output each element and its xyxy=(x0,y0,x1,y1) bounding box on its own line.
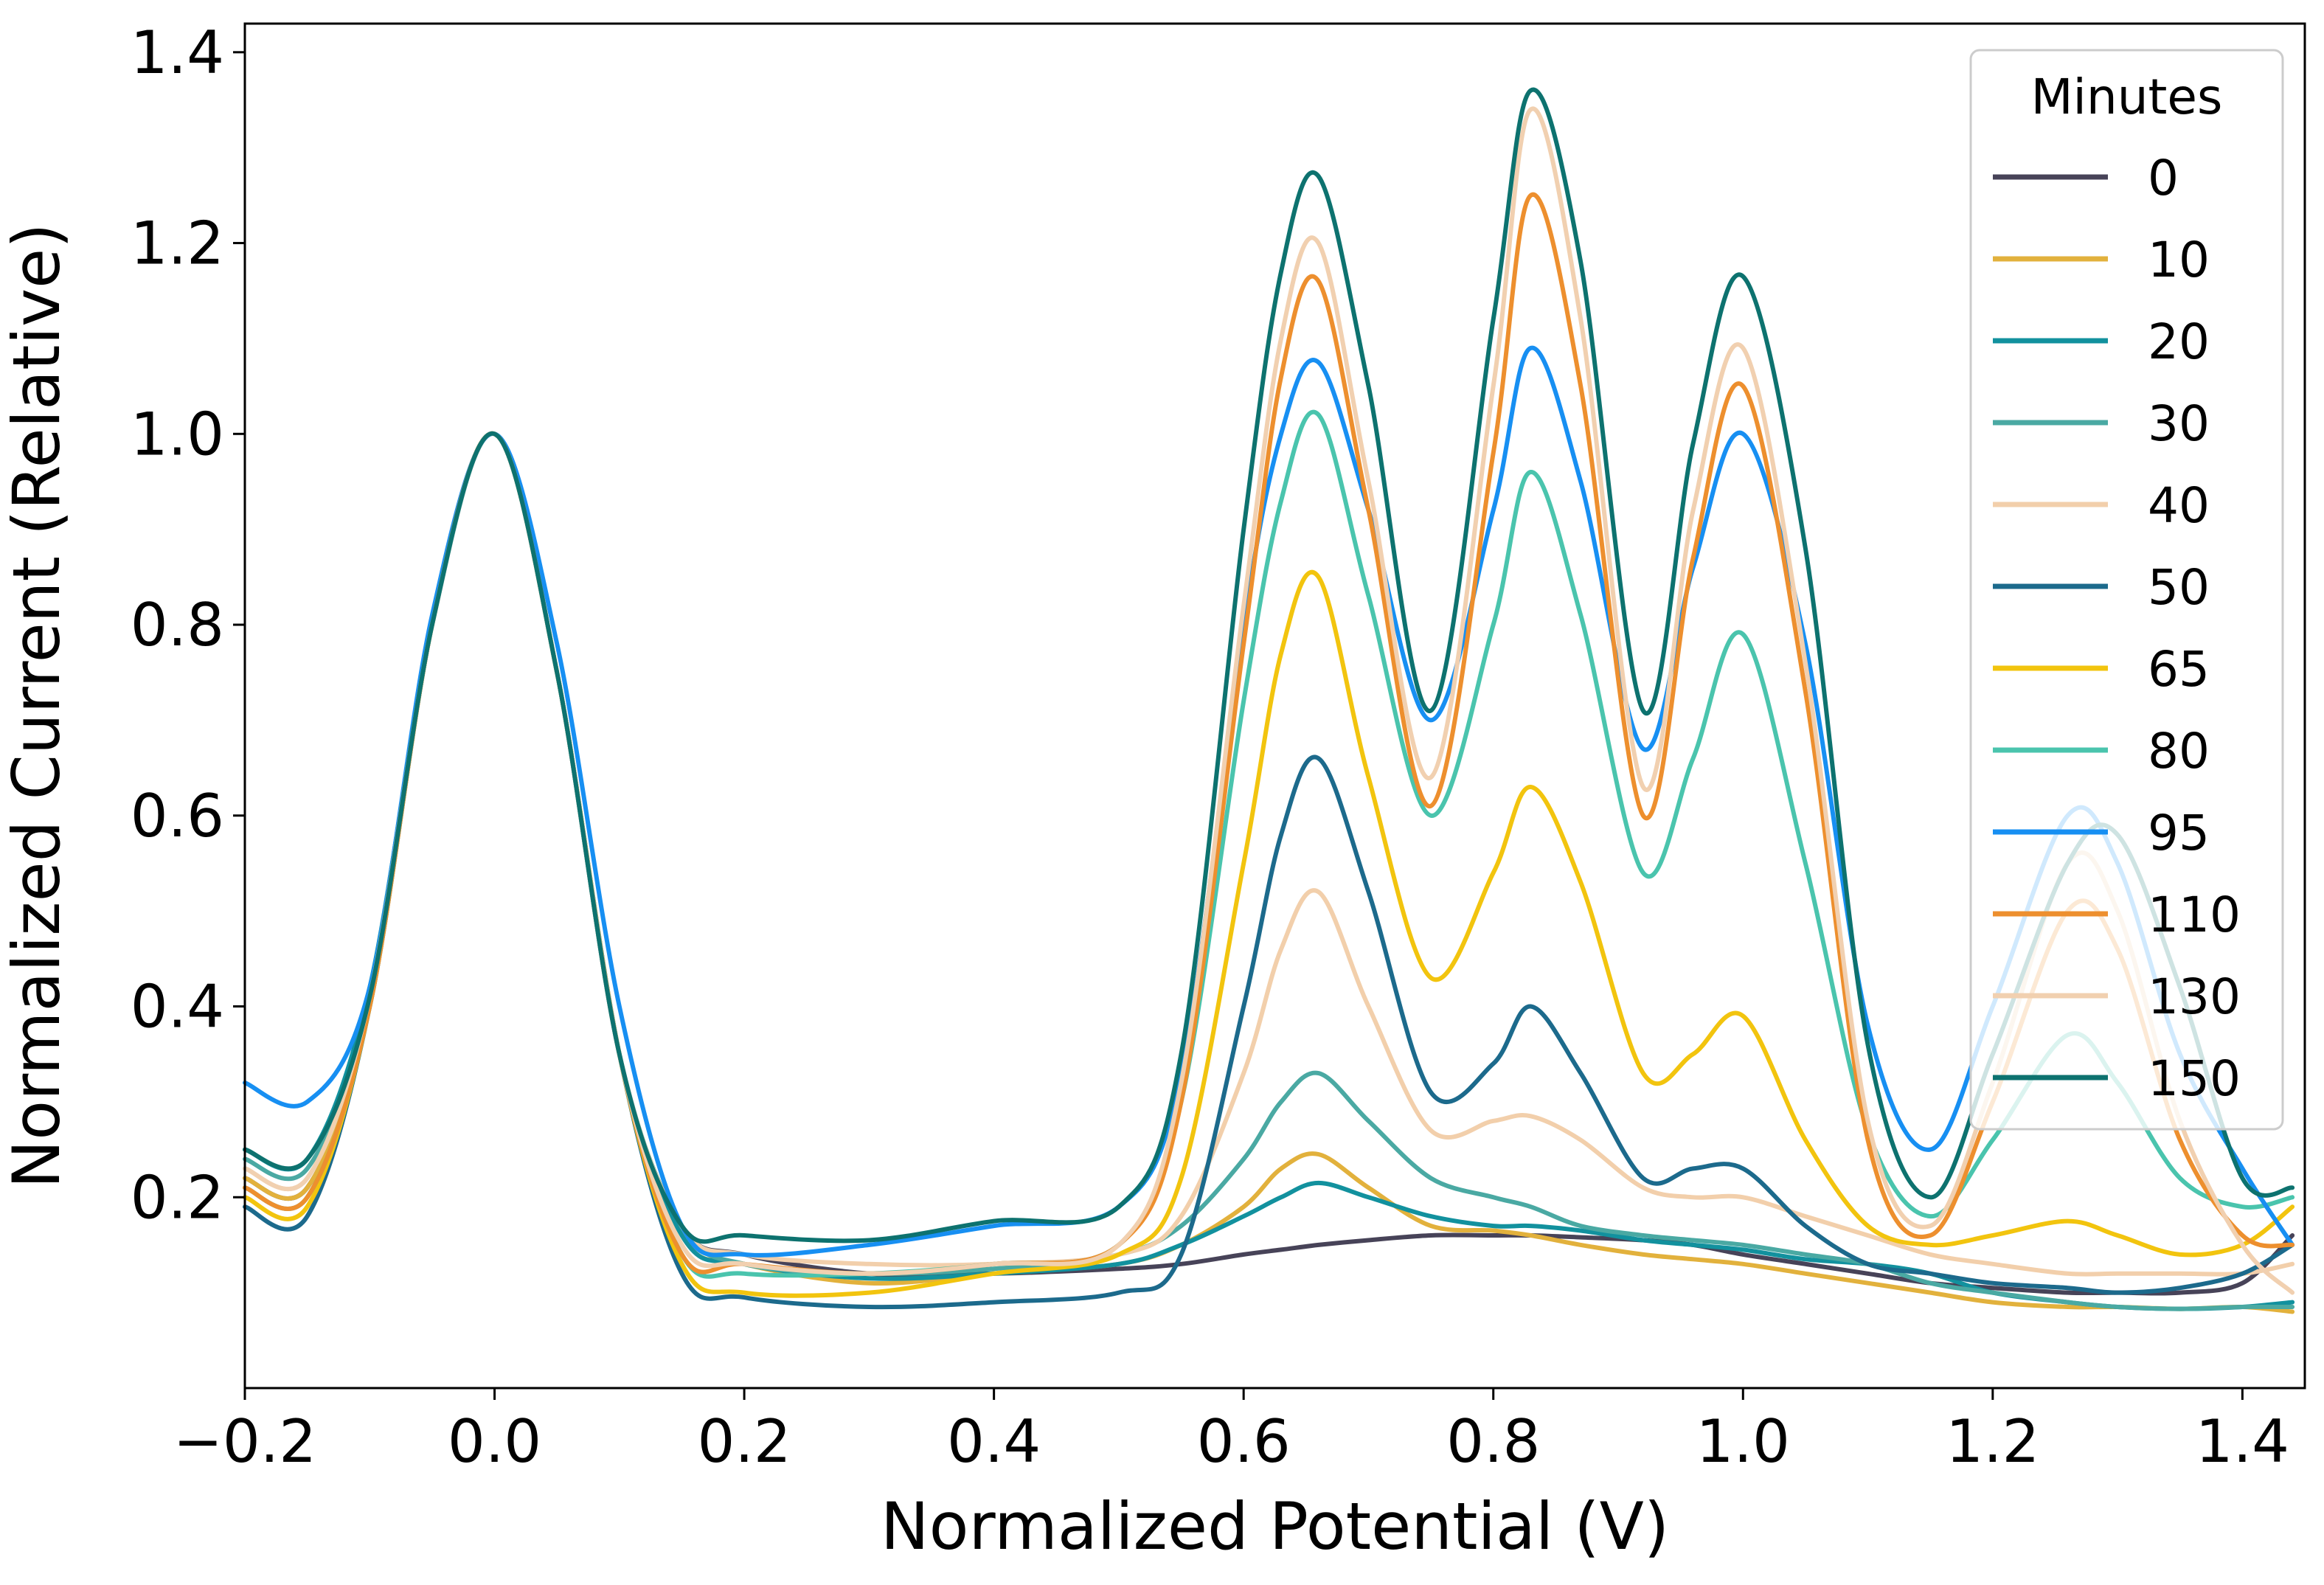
x-tick-label: 1.4 xyxy=(2196,1407,2289,1476)
legend-label: 30 xyxy=(2148,395,2210,452)
legend-item-20: 20 xyxy=(1993,313,2210,370)
legend-item-110: 110 xyxy=(1993,887,2241,943)
x-axis-label: Normalized Potential (V) xyxy=(881,1488,1669,1564)
y-tick-label: 0.6 xyxy=(131,782,224,850)
y-tick-label: 1.2 xyxy=(131,209,224,278)
legend-label: 40 xyxy=(2148,477,2210,534)
x-tick-label: 0.4 xyxy=(947,1407,1041,1476)
legend-item-65: 65 xyxy=(1993,641,2210,698)
y-tick-label: 1.4 xyxy=(131,18,224,87)
legend-label: 95 xyxy=(2148,805,2210,861)
legend-label: 0 xyxy=(2148,150,2179,207)
legend: Minutes 0 10 20 30 40 50 65 80 95 110 130 150 xyxy=(1969,49,2284,1131)
x-tick-label: 0.0 xyxy=(448,1407,541,1476)
legend-item-150: 150 xyxy=(1993,1050,2241,1107)
series-line-150 xyxy=(243,87,2295,1244)
legend-label: 80 xyxy=(2148,723,2210,780)
legend-item-95: 95 xyxy=(1993,805,2210,861)
legend-label: 150 xyxy=(2148,1050,2241,1107)
y-tick-label: 0.4 xyxy=(131,973,224,1041)
y-tick-label: 0.2 xyxy=(131,1163,224,1232)
y-axis-label: Normalized Current (Relative) xyxy=(0,223,74,1188)
legend-label: 20 xyxy=(2148,313,2210,370)
series-layer xyxy=(243,87,2295,1314)
legend-item-80: 80 xyxy=(1993,723,2210,780)
legend-item-130: 130 xyxy=(1993,968,2241,1025)
plot-frame xyxy=(243,22,2306,1390)
tick-layer: −0.2 0.0 0.2 0.4 0.6 0.8 1.0 1.2 1.4 0.2 0.4 0.6 0.8… xyxy=(131,18,2289,1476)
x-tick-label: −0.2 xyxy=(173,1407,316,1476)
x-tick-label: 0.8 xyxy=(1446,1407,1540,1476)
x-tick-label: 0.6 xyxy=(1197,1407,1291,1476)
legend-item-50: 50 xyxy=(1993,559,2210,616)
legend-label: 130 xyxy=(2148,968,2241,1025)
y-tick-label: 1.0 xyxy=(131,400,224,468)
y-tick-label: 0.8 xyxy=(131,591,224,659)
legend-item-40: 40 xyxy=(1993,477,2210,534)
legend-item-0: 0 xyxy=(1993,150,2179,207)
legend-title: Minutes xyxy=(2031,69,2223,125)
x-tick-label: 1.0 xyxy=(1696,1407,1790,1476)
legend-label: 10 xyxy=(2148,232,2210,288)
legend-label: 65 xyxy=(2148,641,2210,698)
legend-box xyxy=(1969,49,2284,1131)
legend-label: 50 xyxy=(2148,559,2210,616)
x-tick-label: 0.2 xyxy=(697,1407,791,1476)
legend-items: 0 10 20 30 40 50 65 80 95 110 130 150 xyxy=(1993,150,2241,1107)
legend-item-30: 30 xyxy=(1993,395,2210,452)
legend-item-10: 10 xyxy=(1993,232,2210,288)
legend-label: 110 xyxy=(2148,887,2241,943)
x-tick-label: 1.2 xyxy=(1946,1407,2039,1476)
